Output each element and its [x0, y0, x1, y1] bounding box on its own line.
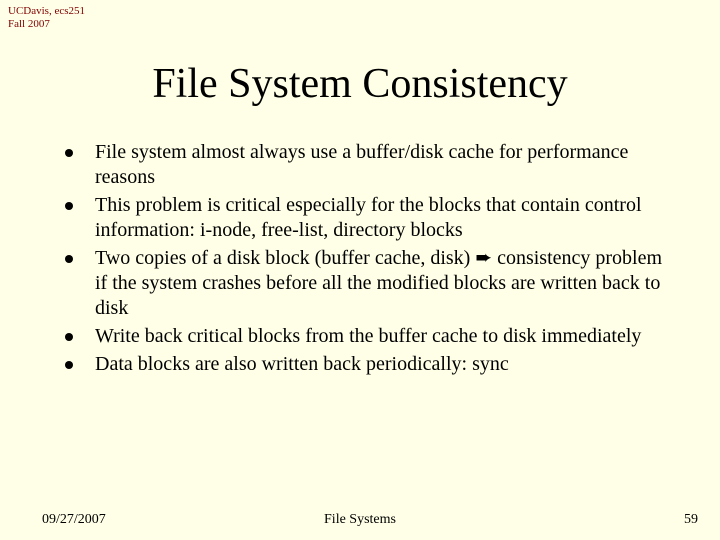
footer-center: File Systems	[0, 512, 720, 528]
bullet-text: File system almost always use a buffer/d…	[95, 140, 665, 190]
list-item: Two copies of a disk block (buffer cache…	[65, 246, 665, 321]
bullet-icon	[65, 361, 73, 369]
list-item: Write back critical blocks from the buff…	[65, 324, 665, 349]
slide-title: File System Consistency	[0, 60, 720, 108]
bullet-icon	[65, 255, 73, 263]
bullet-icon	[65, 149, 73, 157]
bullet-text: This problem is critical especially for …	[95, 193, 665, 243]
bullet-text: Write back critical blocks from the buff…	[95, 324, 665, 349]
footer-page: 59	[684, 512, 698, 528]
bullet-icon	[65, 333, 73, 341]
list-item: This problem is critical especially for …	[65, 193, 665, 243]
header-line2: Fall 2007	[8, 18, 85, 31]
slide-header: UCDavis, ecs251 Fall 2007	[8, 5, 85, 30]
list-item: File system almost always use a buffer/d…	[65, 140, 665, 190]
bullet-icon	[65, 202, 73, 210]
header-line1: UCDavis, ecs251	[8, 5, 85, 18]
list-item: Data blocks are also written back period…	[65, 352, 665, 377]
bullet-text: Data blocks are also written back period…	[95, 352, 665, 377]
bullet-text: Two copies of a disk block (buffer cache…	[95, 246, 665, 321]
bullet-list: File system almost always use a buffer/d…	[65, 140, 665, 380]
